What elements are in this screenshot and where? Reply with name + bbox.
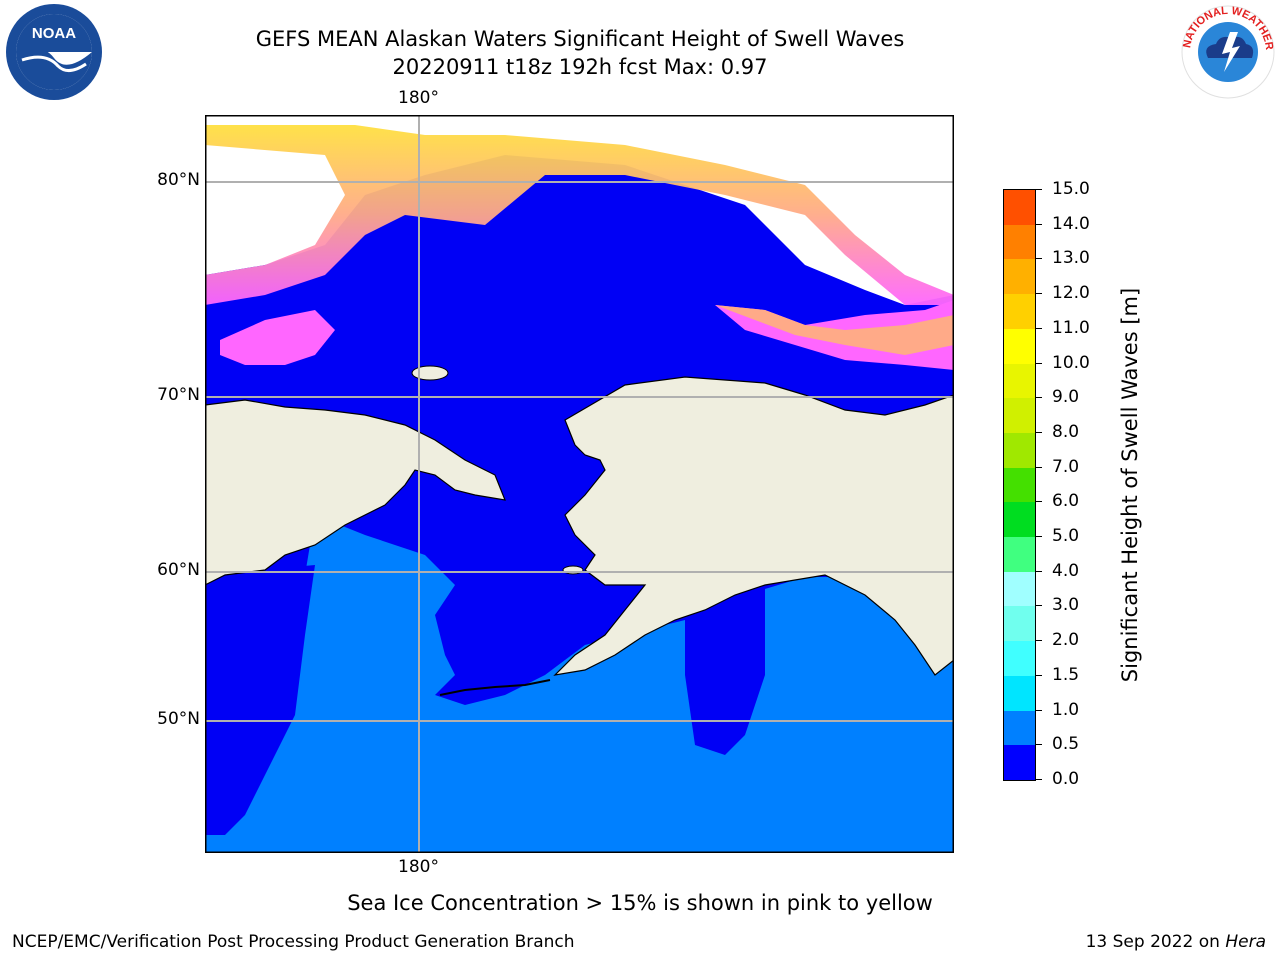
colorbar-tick-label: 9.0 <box>1052 387 1080 408</box>
colorbar-tick <box>1036 327 1042 329</box>
colorbar-tick-label: 4.0 <box>1052 560 1080 581</box>
colorbar-swatch <box>1004 224 1035 260</box>
colorbar-tick <box>1036 709 1042 711</box>
colorbar-swatch <box>1004 190 1035 225</box>
lon-tick-bottom: 180° <box>398 857 439 877</box>
colorbar-title: Significant Height of Swell Waves [m] <box>1118 287 1142 683</box>
colorbar-tick <box>1036 501 1042 503</box>
lon-tick-top: 180° <box>398 88 439 108</box>
colorbar-swatch <box>1004 606 1035 642</box>
lat-tick-50: 50°N <box>157 709 200 729</box>
colorbar-swatch <box>1004 328 1035 364</box>
colorbar-tick <box>1036 397 1042 399</box>
lat-tick-60: 60°N <box>157 560 200 580</box>
colorbar-tick-label: 7.0 <box>1052 456 1080 477</box>
colorbar-tick <box>1036 605 1042 607</box>
colorbar-tick-label: 12.0 <box>1052 283 1090 304</box>
noaa-logo: NOAA <box>2 2 106 106</box>
colorbar-tick-label: 14.0 <box>1052 213 1090 234</box>
colorbar-tick <box>1036 640 1042 642</box>
colorbar-swatch <box>1004 641 1035 676</box>
colorbar <box>1003 189 1036 781</box>
colorbar-swatch <box>1004 571 1035 607</box>
colorbar-swatch <box>1004 675 1035 711</box>
land-siberia <box>204 399 506 586</box>
colorbar-tick-label: 1.5 <box>1052 664 1080 685</box>
colorbar-tick <box>1036 258 1042 260</box>
map-frame <box>205 115 954 853</box>
footer-date-text: 13 Sep 2022 on <box>1085 932 1226 952</box>
colorbar-tick-label: 13.0 <box>1052 248 1090 269</box>
colorbar-tick-label: 6.0 <box>1052 491 1080 512</box>
colorbar-tick <box>1036 744 1042 746</box>
map-svg <box>204 115 955 853</box>
footer-host: Hera <box>1225 932 1266 952</box>
colorbar-tick-label: 15.0 <box>1052 179 1090 199</box>
colorbar-tick-label: 8.0 <box>1052 421 1080 442</box>
colorbar-swatch <box>1004 259 1035 295</box>
footer-date: 13 Sep 2022 on Hera <box>1086 932 1266 952</box>
colorbar-swatch <box>1004 294 1035 329</box>
colorbar-tick-label: 2.0 <box>1052 630 1080 651</box>
ocean-swell-gulf <box>685 585 765 755</box>
chart-title: GEFS MEAN Alaskan Waters Significant Hei… <box>255 27 905 51</box>
colorbar-tick <box>1036 362 1042 364</box>
sea-ice-band-north <box>205 125 954 305</box>
colorbar-tick <box>1036 293 1042 295</box>
colorbar-tick-label: 0.5 <box>1052 734 1080 755</box>
colorbar-tick <box>1036 431 1042 433</box>
nws-logo: NATIONAL WEATHER SERVICE <box>1174 0 1278 106</box>
sea-ice-band-west <box>220 310 335 365</box>
lat-tick-70: 70°N <box>157 385 200 405</box>
colorbar-tick <box>1036 189 1042 190</box>
colorbar-tick-label: 5.0 <box>1052 526 1080 547</box>
chart-subtitle: 20220911 t18z 192h fcst Max: 0.97 <box>392 55 768 79</box>
noaa-logo-text: NOAA <box>32 25 76 42</box>
sea-ice-patch-east <box>715 305 954 355</box>
land-wrangel-island <box>411 365 449 381</box>
colorbar-swatch <box>1004 363 1035 399</box>
map-plot <box>204 115 955 853</box>
colorbar-tick <box>1036 674 1042 676</box>
colorbar-tick-label: 10.0 <box>1052 352 1090 373</box>
lat-tick-80: 80°N <box>157 170 200 190</box>
colorbar-tick-label: 0.0 <box>1052 769 1080 789</box>
footer-branch: NCEP/EMC/Verification Post Processing Pr… <box>12 932 575 952</box>
land-aleutians <box>439 679 551 696</box>
colorbar-tick <box>1036 779 1042 780</box>
sea-ice-note: Sea Ice Concentration > 15% is shown in … <box>347 891 933 915</box>
colorbar-swatch <box>1004 537 1035 572</box>
ocean-swell-west-strip <box>205 565 315 835</box>
colorbar-tick-label: 11.0 <box>1052 317 1090 338</box>
colorbar-swatch <box>1004 745 1035 780</box>
colorbar-swatch <box>1004 398 1035 433</box>
colorbar-tick-label: 1.0 <box>1052 699 1080 720</box>
colorbar-swatch <box>1004 432 1035 468</box>
map-gridlines <box>205 115 954 853</box>
colorbar-swatch <box>1004 502 1035 538</box>
land-alaska <box>553 376 955 676</box>
colorbar-swatch <box>1004 710 1035 746</box>
colorbar-tick <box>1036 466 1042 468</box>
colorbar-tick <box>1036 223 1042 225</box>
colorbar-tick <box>1036 570 1042 572</box>
colorbar-tick <box>1036 536 1042 538</box>
colorbar-swatch <box>1004 467 1035 503</box>
colorbar-tick-label: 3.0 <box>1052 595 1080 616</box>
